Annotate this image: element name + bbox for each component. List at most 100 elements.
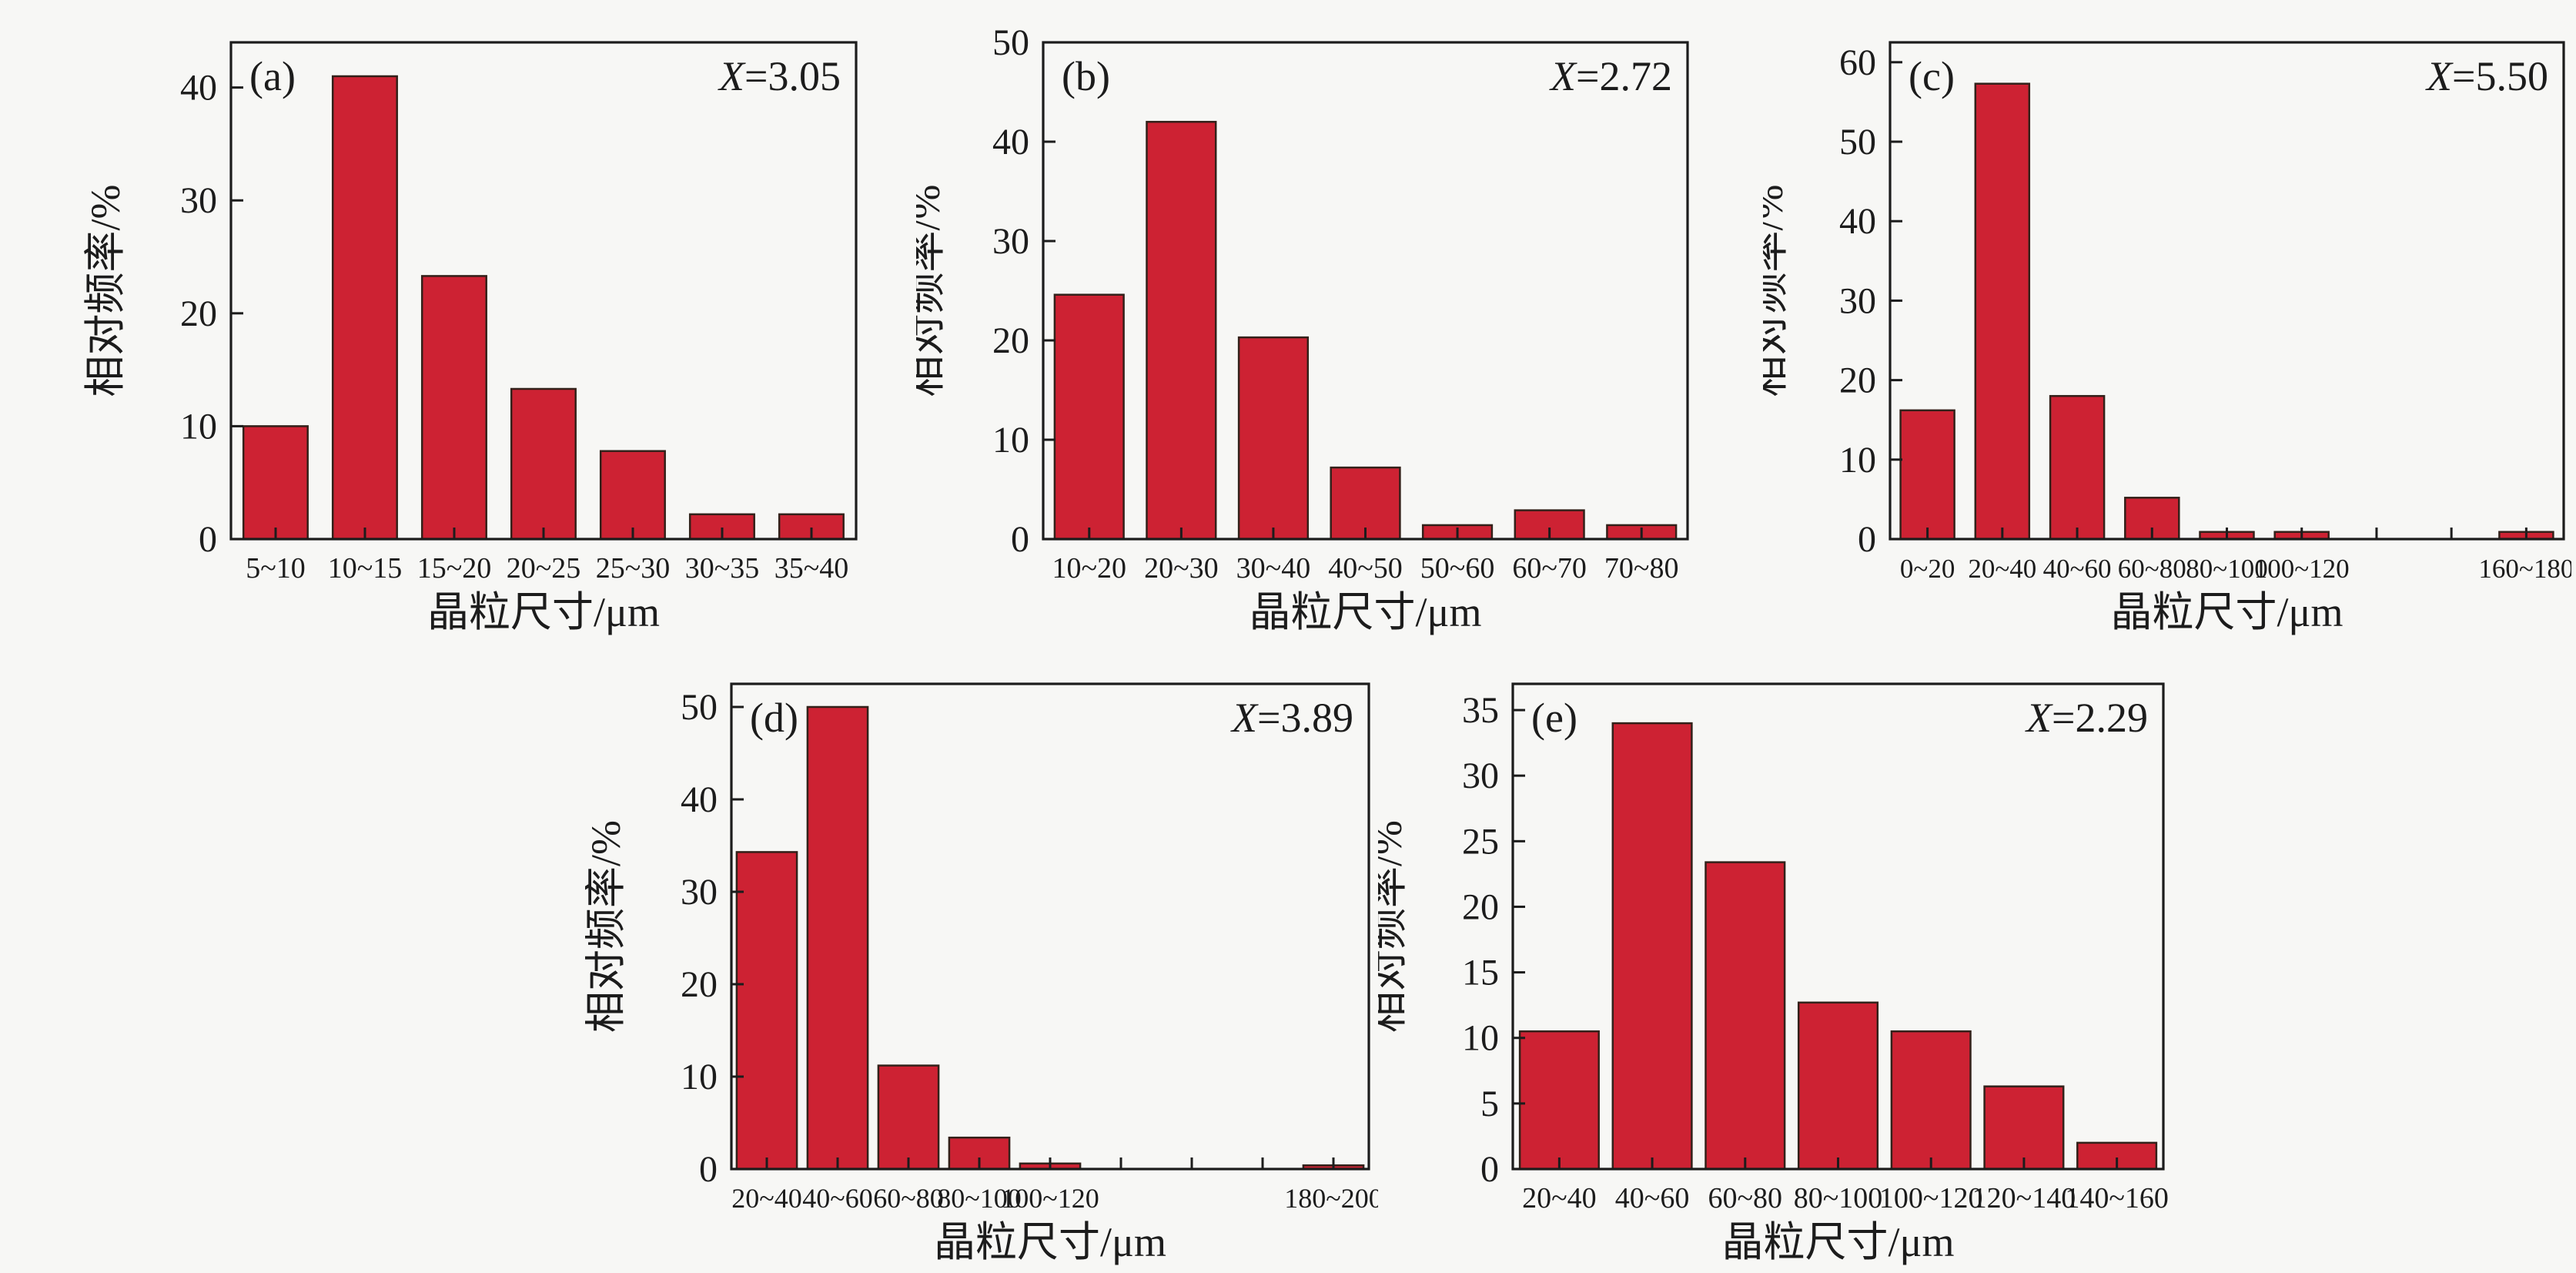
y-tick-label: 40 [180,68,217,109]
y-axis-title: 相对频率/% [916,185,948,397]
y-tick-label: 15 [1462,953,1499,993]
y-tick-label: 25 [1462,821,1499,862]
plot-border [1042,41,1689,541]
bar-40~60 [1611,722,1693,1171]
y-tick-label: 30 [1462,755,1499,796]
bar-40~60 [2049,394,2106,541]
x-tick-label: 20~30 [1144,552,1219,585]
x-tick-label: 25~30 [596,552,671,585]
y-tick-label: 0 [699,1149,718,1190]
x-axis-title: 晶粒尺寸/μm [427,589,660,635]
x-tick-label: 100~120 [1879,1182,1983,1214]
x-tick-label: 30~40 [1236,552,1311,585]
x-tick-label: 40~60 [1615,1182,1690,1214]
y-axis-title: 相对频率/% [82,185,129,397]
y-tick-label: 20 [180,293,217,334]
panel-label: (e) [1531,695,1577,741]
panel-label: (c) [1909,53,1955,99]
panel-label: (a) [249,53,296,99]
chart-panel-d: 0 10 20 30 40 50 20~40 40~60 60~80 80~100 100~120 1… [585,638,1378,1269]
bar-120~140 [1983,1085,2065,1171]
bar-chart-b: 0 10 20 30 40 50 10~20 20~30 30~40 40~50 50~60 60~7… [916,22,1689,635]
mean-annotation: X=3.89 [1230,695,1353,741]
bar-5~10 [242,425,309,541]
x-tick-label: 100~120 [1001,1183,1099,1214]
y-axis-title: 相对频率/% [585,820,629,1033]
x-tick-label: 120~140 [1972,1182,2076,1214]
x-axis-title: 晶粒尺寸/μm [2111,589,2343,635]
y-tick-label: 50 [1839,122,1876,162]
bar-40~60 [806,705,869,1171]
y-tick-label: 20 [992,320,1029,361]
y-tick-label: 40 [681,779,718,820]
y-tick-label: 0 [1011,519,1029,560]
y-tick-label: 50 [992,22,1029,63]
bar-10~15 [331,75,398,541]
x-tick-label: 40~60 [2043,554,2112,584]
x-tick-label: 60~80 [2118,554,2186,584]
panel-label: (d) [750,695,798,741]
x-tick-label: 0~20 [1900,554,1955,584]
y-tick-label: 30 [1839,280,1876,321]
x-axis-title: 晶粒尺寸/μm [1722,1219,1955,1265]
mean-annotation: X=2.29 [2025,695,2148,741]
x-tick-label: 100~120 [2254,554,2350,584]
bar-chart-a: 0 10 20 30 40 5~10 10~15 15~20 20~25 25~30 30~35 35… [82,41,858,635]
y-tick-label: 10 [1462,1018,1499,1059]
y-tick-label: 20 [681,964,718,1005]
y-tick-label: 40 [1839,201,1876,242]
x-tick-label: 80~100 [1794,1182,1883,1214]
bar-60~80 [1705,861,1786,1171]
x-tick-label: 60~80 [873,1183,943,1214]
x-tick-label: 60~80 [1708,1182,1783,1214]
y-tick-label: 50 [681,687,718,728]
y-tick-label: 5 [1480,1084,1499,1124]
y-tick-label: 20 [1462,886,1499,927]
bar-80~100 [1797,1001,1879,1171]
bar-140~160 [2076,1141,2158,1171]
y-tick-label: 0 [199,519,217,560]
y-tick-label: 0 [1858,519,1876,560]
x-tick-label: 80~100 [2186,554,2267,584]
y-tick-label: 10 [180,406,217,447]
chart-panel-a: 0 10 20 30 40 5~10 10~15 15~20 20~25 25~30 30~35 35… [46,0,862,639]
y-tick-label: 10 [992,420,1029,461]
y-axis-title: 相对频率/% [1763,185,1791,397]
bar-100~120 [1890,1030,1972,1171]
bar-15~20 [420,275,487,541]
chart-panel-c: 0 10 20 30 40 50 60 0~20 20~40 40~60 60~80 80~100 10… [1763,0,2571,639]
y-tick-label: 30 [681,872,718,913]
y-tick-label: 10 [681,1057,718,1097]
y-tick-label: 30 [992,221,1029,262]
x-tick-label: 140~160 [2065,1182,2169,1214]
x-tick-label: 20~25 [507,552,581,585]
mean-annotation: X=3.05 [718,53,841,99]
mean-annotation: X=2.72 [1549,53,1672,99]
chart-panel-e: 0 5 10 15 20 25 30 35 20~40 40~60 60~80 80~100 100~1… [1378,638,2179,1269]
bar-20~30 [1146,120,1217,541]
x-tick-label: 50~60 [1420,552,1495,585]
x-tick-label: 70~80 [1604,552,1679,585]
x-tick-label: 35~40 [774,552,849,585]
y-axis-title: 相对频率/% [1378,820,1410,1033]
x-tick-label: 10~20 [1052,552,1127,585]
bar-20~25 [510,387,577,541]
x-tick-label: 10~15 [328,552,403,585]
y-tick-label: 0 [1480,1149,1499,1190]
bar-30~40 [1237,336,1310,541]
bar-10~20 [1053,293,1125,541]
y-tick-label: 35 [1462,690,1499,731]
y-tick-label: 10 [1839,440,1876,481]
x-tick-label: 20~40 [1968,554,2036,584]
y-tick-label: 20 [1839,360,1876,401]
bar-chart-e: 0 5 10 15 20 25 30 35 20~40 40~60 60~80 80~100100~1… [1378,682,2169,1265]
panel-label: (b) [1062,53,1110,99]
x-tick-label: 5~10 [246,552,306,585]
x-tick-label: 60~70 [1512,552,1587,585]
bar-60~80 [877,1064,940,1171]
bar-20~40 [1518,1030,1600,1171]
mean-annotation: X=5.50 [2425,53,2548,99]
x-tick-label: 80~100 [937,1183,1021,1214]
x-tick-label: 20~40 [1522,1182,1597,1214]
